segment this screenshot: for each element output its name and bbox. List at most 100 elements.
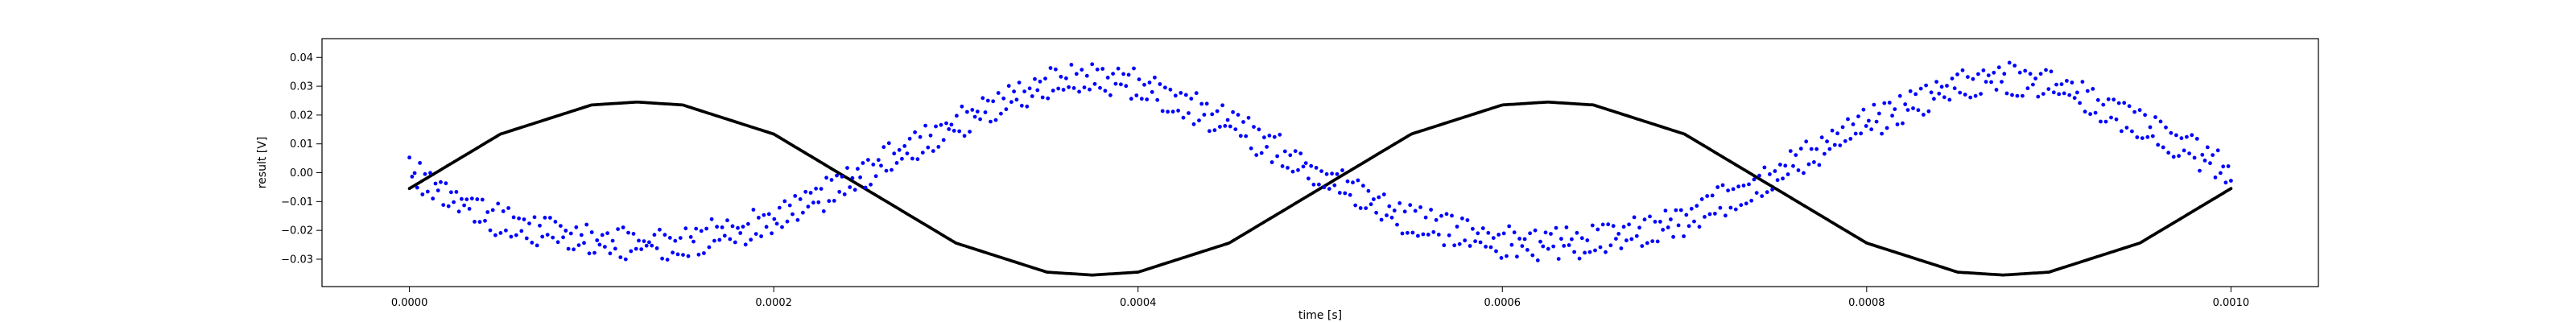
data-point [1400,231,1405,236]
data-point [772,217,777,221]
data-point [623,257,628,262]
data-point [699,229,704,233]
data-point [613,246,617,251]
data-point [782,199,787,204]
data-point [1604,250,1608,254]
data-point [538,223,542,228]
data-point [2083,109,2087,114]
data-point [584,222,589,227]
data-point [519,229,524,233]
data-point [1798,147,1803,151]
data-point [2198,168,2202,173]
data-point [1095,67,1100,72]
data-point [2075,90,2079,95]
data-point [879,163,883,168]
data-point [1478,240,1483,245]
data-point [493,233,497,237]
data-point [1877,111,1881,116]
data-point [587,251,592,256]
data-point [540,234,545,239]
data-point [1585,238,1590,242]
data-point [2103,119,2108,124]
data-point [1890,114,1895,118]
data-point [1728,205,1733,210]
data-point [1942,95,1946,100]
data-point [730,224,735,229]
data-point [1119,82,1123,87]
data-point [1163,85,1167,90]
data-point [1517,237,1521,241]
data-point [1926,109,1931,114]
data-point [1218,125,1222,129]
data-point [876,158,881,163]
y-axis: −0.03 −0.02 −0.01 0.00 0.01 0.02 0.03 0.04 [281,52,322,266]
data-point [858,175,862,180]
data-layer [407,60,2233,277]
data-point [1452,243,1457,248]
data-point [1204,101,1209,106]
data-point [1298,151,1303,156]
data-point [1869,127,1874,132]
data-point [1155,97,1160,102]
data-point [644,243,649,248]
data-point [957,129,962,134]
data-point [1166,109,1170,114]
data-point [418,161,422,165]
data-point [524,236,529,241]
data-point [1971,76,1975,81]
data-point [1817,163,1822,167]
x-tick-label: 0.0002 [755,297,792,309]
data-point [452,200,456,204]
data-point [603,245,607,249]
data-point [663,233,667,237]
data-point [965,109,969,114]
data-point [1621,225,1626,229]
data-point [1543,230,1548,235]
data-point [1559,237,1563,242]
data-point [1648,214,1652,219]
data-point [1791,163,1795,168]
data-point [2085,89,2090,93]
data-point [762,213,766,217]
data-point [871,163,876,167]
data-point [1981,68,1986,72]
data-point [1918,86,1923,91]
data-point [433,181,438,186]
data-point [814,186,818,191]
data-point [1473,239,1477,244]
data-point [1429,208,1433,212]
data-point [1491,236,1496,240]
data-point [861,161,865,165]
data-point [842,192,847,196]
data-point [753,232,758,236]
data-point [2023,68,2028,73]
data-point [1416,233,1420,238]
data-point [530,241,535,245]
data-point [425,189,430,194]
data-point [667,236,672,240]
data-point [1265,145,1269,149]
data-point [2122,101,2127,105]
data-point [2179,136,2184,141]
data-point [2226,164,2231,168]
data-point [1955,72,1959,76]
data-point [2013,64,2017,68]
y-tick-label: 0.02 [290,109,313,122]
data-point [1653,220,1657,224]
data-point [801,210,805,215]
data-point [1960,68,1965,72]
data-point [1348,192,1352,197]
data-point [2002,72,2007,76]
data-point [2161,145,2165,150]
data-point [757,216,761,220]
data-point [1788,149,1793,154]
data-point [1562,244,1567,248]
data-point [1509,242,1514,247]
data-point [1911,106,1915,110]
data-point [1402,209,1407,214]
data-point [1468,244,1472,248]
data-point [1413,208,1418,213]
data-point [696,252,701,257]
data-point [1551,244,1556,249]
